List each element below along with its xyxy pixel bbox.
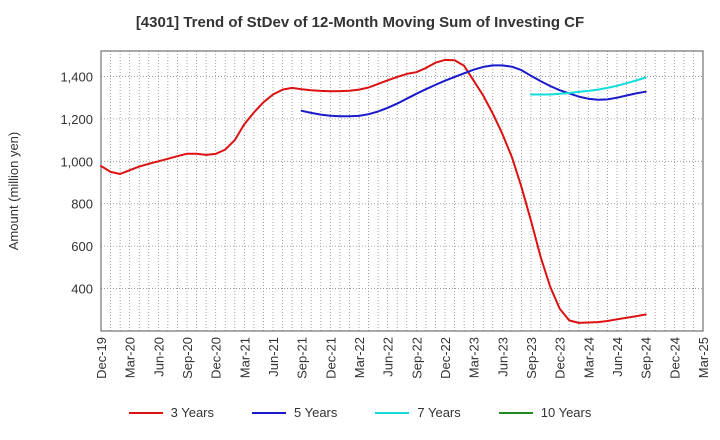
x-tick-label: Mar-21	[237, 337, 252, 378]
legend-swatch	[128, 411, 163, 414]
x-axis-tick-labels: Dec-19 Mar-20 Jun-20 Sep-20 Dec-20 Mar-21 Jun-…	[94, 337, 711, 379]
plot-area	[100, 50, 704, 332]
y-tick-label: 1,000	[60, 154, 93, 169]
x-tick-label: Mar-23	[467, 337, 482, 378]
x-tick-label: Sep-24	[639, 337, 654, 379]
x-tick-label: Sep-21	[295, 337, 310, 379]
series-line-5-years	[300, 64, 647, 118]
grid-lines	[101, 51, 703, 331]
y-tick-label: 600	[71, 239, 93, 254]
x-tick-label: Dec-20	[209, 337, 224, 379]
legend-item: 3 Years	[128, 405, 214, 420]
legend-label: 3 Years	[170, 405, 214, 420]
y-tick-label: 1,200	[60, 112, 93, 127]
y-tick-label: 400	[71, 282, 93, 297]
legend-item: 10 Years	[498, 405, 592, 420]
x-tick-label: Dec-24	[667, 337, 682, 379]
chart-title: [4301] Trend of StDev of 12-Month Moving…	[135, 14, 585, 31]
legend-label: 7 Years	[417, 405, 461, 420]
x-tick-label: Jun-20	[151, 337, 166, 377]
series-line-3-years	[100, 58, 647, 324]
x-tick-label: Mar-24	[581, 337, 596, 378]
x-tick-label: Dec-19	[94, 337, 109, 379]
x-tick-label: Sep-23	[524, 337, 539, 379]
x-tick-label: Dec-21	[323, 337, 338, 379]
legend-label: 10 Years	[540, 405, 592, 420]
y-tick-label: 1,400	[60, 69, 93, 84]
x-tick-label: Jun-22	[381, 337, 396, 377]
legend-item: 7 Years	[375, 405, 461, 420]
x-tick-label: Dec-23	[553, 337, 568, 379]
legend-swatch	[252, 411, 286, 414]
x-tick-label: Jun-23	[495, 337, 510, 377]
legend-swatch	[498, 411, 533, 414]
y-axis-tick-labels: 400 600 800 1,000 1,200 1,400	[60, 69, 93, 296]
x-tick-label: Dec-22	[438, 337, 453, 379]
x-tick-label: Mar-25	[696, 337, 711, 378]
x-tick-label: Jun-21	[266, 337, 281, 377]
legend-label: 5 Years	[294, 405, 338, 420]
x-tick-label: Sep-20	[180, 337, 195, 379]
x-tick-label: Mar-22	[352, 337, 367, 378]
legend-swatch	[375, 411, 410, 414]
y-axis-label: Amount (million yen)	[6, 132, 21, 251]
series-line-7-years	[530, 76, 647, 96]
legend: 3 Years 5 Years 7 Years 10 Years	[0, 405, 720, 420]
y-tick-label: 800	[71, 197, 93, 212]
x-tick-label: Mar-20	[123, 337, 138, 378]
legend-item: 5 Years	[252, 405, 337, 420]
x-tick-label: Sep-22	[409, 337, 424, 379]
series-lines	[100, 58, 647, 324]
x-tick-label: Jun-24	[610, 337, 625, 377]
